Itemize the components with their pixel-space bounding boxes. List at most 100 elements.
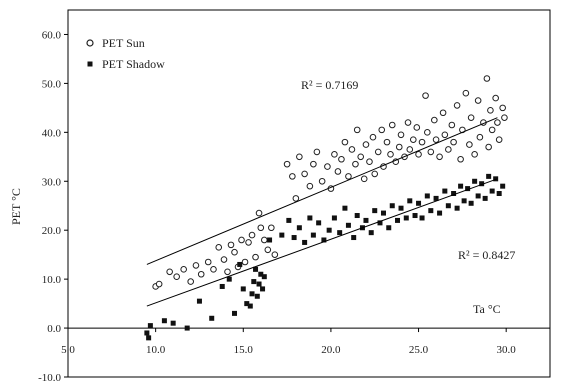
point-sun bbox=[494, 119, 501, 126]
y-tick-label: 10.0 bbox=[42, 274, 62, 286]
point-shadow bbox=[331, 215, 337, 221]
point-shadow bbox=[496, 191, 502, 196]
point-shadow bbox=[267, 237, 273, 243]
point-shadow bbox=[479, 181, 485, 187]
point-shadow bbox=[372, 208, 378, 214]
x-tick-label: 20.0 bbox=[321, 344, 341, 356]
point-shadow bbox=[302, 239, 308, 245]
point-sun bbox=[397, 131, 405, 139]
point-sun bbox=[261, 236, 268, 244]
point-shadow bbox=[500, 183, 506, 189]
point-sun bbox=[334, 168, 342, 175]
point-sun bbox=[353, 126, 361, 134]
legend-label-shadow: PET Shadow bbox=[102, 57, 165, 71]
point-shadow bbox=[286, 217, 292, 223]
point-sun bbox=[313, 148, 321, 156]
point-sun bbox=[427, 148, 435, 156]
point-shadow bbox=[458, 183, 464, 189]
point-shadow bbox=[380, 210, 386, 216]
x-tick-label: 30.0 bbox=[497, 344, 517, 356]
x-axis-ticks: 5.0 10.0 15.0 20.0 25.0 30.0 bbox=[61, 328, 516, 356]
point-sun bbox=[462, 89, 470, 97]
point-sun bbox=[352, 160, 359, 168]
regression-line-sun bbox=[146, 117, 498, 265]
r2-label-sun: R² = 0.7169 bbox=[301, 78, 358, 92]
point-shadow bbox=[170, 320, 176, 326]
point-sun bbox=[436, 153, 443, 161]
point-sun bbox=[331, 151, 338, 158]
point-sun bbox=[487, 107, 494, 114]
point-shadow bbox=[489, 188, 495, 194]
point-shadow bbox=[468, 200, 474, 206]
point-sun bbox=[227, 241, 235, 249]
point-sun bbox=[306, 182, 314, 190]
y-tick-label: -10.0 bbox=[38, 372, 61, 384]
regression-line-shadow bbox=[146, 178, 498, 307]
r2-label-shadow: R² = 0.8427 bbox=[458, 248, 515, 262]
point-shadow bbox=[433, 195, 439, 201]
point-sun bbox=[395, 143, 403, 151]
point-sun bbox=[448, 121, 456, 129]
y-axis-label: PET °C bbox=[9, 188, 23, 225]
point-shadow bbox=[412, 213, 418, 219]
point-sun bbox=[415, 151, 422, 158]
point-shadow bbox=[244, 301, 250, 307]
x-tick-label: 5.0 bbox=[61, 344, 75, 356]
point-shadow bbox=[342, 205, 348, 211]
point-sun bbox=[467, 114, 475, 121]
point-sun bbox=[388, 121, 396, 129]
point-shadow bbox=[232, 310, 238, 316]
point-sun bbox=[357, 153, 365, 161]
point-sun bbox=[155, 280, 163, 288]
point-shadow bbox=[146, 335, 152, 341]
point-sun bbox=[387, 151, 394, 158]
point-shadow bbox=[407, 198, 413, 204]
point-shadow bbox=[209, 315, 215, 321]
point-shadow bbox=[296, 225, 302, 231]
point-sun bbox=[499, 104, 506, 112]
point-shadow bbox=[395, 217, 401, 223]
point-shadow bbox=[472, 178, 478, 184]
point-shadow bbox=[316, 220, 322, 226]
point-sun bbox=[362, 141, 370, 148]
point-shadow bbox=[196, 298, 202, 304]
point-shadow bbox=[253, 266, 259, 272]
point-shadow bbox=[363, 217, 369, 223]
point-sun bbox=[318, 177, 326, 185]
point-sun bbox=[248, 231, 256, 239]
point-sun bbox=[301, 170, 308, 178]
point-sun bbox=[197, 270, 205, 278]
point-sun bbox=[441, 131, 449, 139]
point-shadow bbox=[445, 203, 451, 209]
point-shadow bbox=[437, 210, 443, 216]
point-shadow bbox=[442, 188, 448, 194]
point-sun bbox=[432, 136, 440, 143]
point-sun bbox=[369, 133, 377, 141]
point-sun bbox=[271, 251, 279, 258]
point-sun bbox=[371, 170, 379, 178]
point-shadow bbox=[261, 274, 267, 280]
point-shadow bbox=[219, 283, 225, 289]
y-tick-label: 40.0 bbox=[42, 127, 62, 139]
point-sun bbox=[245, 239, 252, 246]
data-points bbox=[144, 75, 508, 341]
point-sun bbox=[292, 195, 300, 202]
point-shadow bbox=[493, 176, 499, 182]
point-sun bbox=[252, 253, 259, 261]
point-sun bbox=[450, 138, 457, 146]
point-shadow bbox=[184, 325, 190, 331]
point-sun bbox=[220, 256, 228, 263]
point-sun bbox=[338, 155, 345, 163]
point-sun bbox=[257, 224, 265, 232]
point-sun bbox=[492, 94, 499, 102]
point-sun bbox=[366, 158, 373, 165]
point-shadow bbox=[249, 291, 255, 297]
point-sun bbox=[418, 138, 426, 146]
point-sun bbox=[424, 129, 431, 136]
point-sun bbox=[231, 248, 238, 256]
plot-frame bbox=[67, 9, 551, 378]
point-sun bbox=[466, 141, 473, 148]
x-axis-label: Ta °C bbox=[473, 302, 501, 316]
point-sun bbox=[238, 236, 245, 244]
point-shadow bbox=[345, 222, 351, 228]
